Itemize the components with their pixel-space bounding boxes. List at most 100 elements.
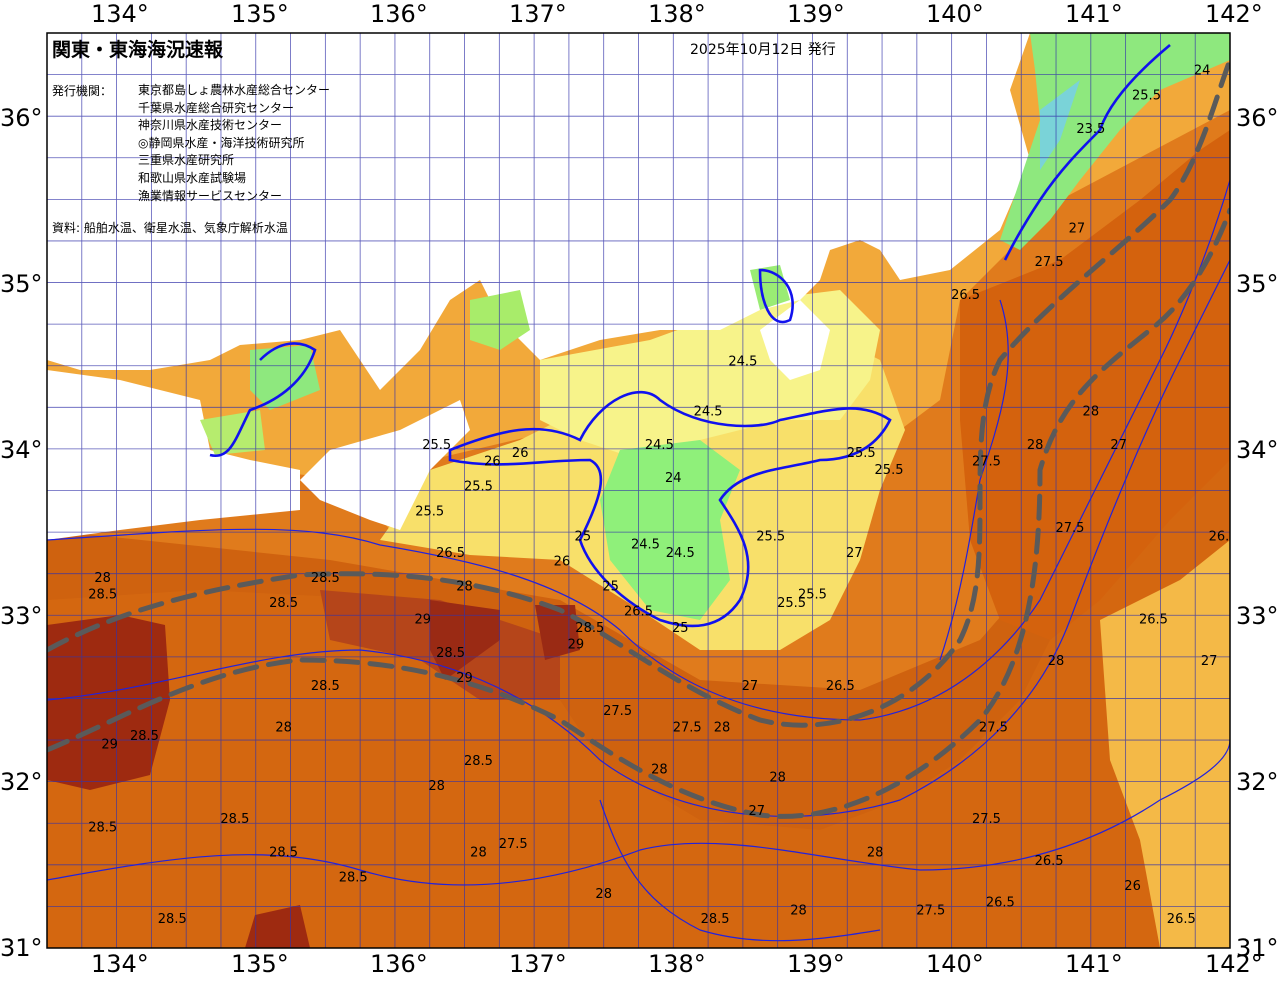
isotherm-label: 27 — [749, 804, 766, 819]
isotherm-label: 26.5 — [826, 679, 855, 694]
isotherm-label: 25.5 — [847, 446, 876, 461]
isotherm-label: 28 — [456, 579, 473, 594]
isotherm-label: 26 — [484, 455, 501, 470]
isotherm-label: 28.5 — [130, 729, 159, 744]
lat-label-right: 34° — [1236, 436, 1279, 464]
lat-label-left: 32° — [0, 768, 43, 796]
lat-label-left: 33° — [0, 602, 43, 630]
isotherm-label: 24.5 — [728, 355, 757, 370]
land-shikoku — [47, 370, 300, 540]
publisher-item: 三重県水産研究所 — [138, 153, 235, 168]
isotherm-label: 27.5 — [499, 837, 528, 852]
isotherm-label: 25.5 — [415, 504, 444, 519]
lon-label-bottom: 142° — [1205, 950, 1263, 978]
isotherm-label: 26 — [512, 446, 529, 461]
isotherm-label: 27.5 — [603, 704, 632, 719]
publisher-item: 和歌山県水産試験場 — [138, 170, 247, 185]
lat-label-left: 31° — [0, 934, 43, 962]
isotherm-label: 26.5 — [951, 288, 980, 303]
isotherm-label: 28.5 — [311, 679, 340, 694]
lon-label-top: 140° — [926, 0, 984, 28]
isotherm-label: 24.5 — [645, 438, 674, 453]
lat-label-left: 35° — [0, 270, 43, 298]
isotherm-label: 28.5 — [575, 621, 604, 636]
isotherm-label: 27 — [846, 546, 863, 561]
deep-red-mid — [430, 600, 500, 680]
isotherm-label: 28 — [94, 571, 111, 586]
isotherm-label: 27 — [742, 679, 759, 694]
isotherm-label: 25 — [575, 529, 592, 544]
isotherm-label: 28 — [595, 887, 612, 902]
lat-label-right: 31° — [1236, 934, 1279, 962]
isotherm-label: 26.5 — [1167, 912, 1196, 927]
issue-date: 2025年10月12日 発行 — [690, 42, 836, 58]
isotherm-label: 27.5 — [916, 904, 945, 919]
lon-label-bottom: 135° — [231, 950, 289, 978]
northeast-blue-water — [1040, 80, 1080, 170]
coordinate-grid — [47, 33, 1230, 948]
lat-label-right: 35° — [1236, 270, 1279, 298]
lat-label-right: 33° — [1236, 602, 1279, 630]
isotherm-label: 25.5 — [875, 463, 904, 478]
isotherm-label: 28.5 — [269, 846, 298, 861]
isotherm-label: 27 — [1201, 654, 1218, 669]
isotherm-label: 28.5 — [339, 870, 368, 885]
bay-green-2 — [250, 345, 320, 410]
green-eddy-zone — [600, 440, 740, 620]
lon-label-top: 137° — [509, 0, 567, 28]
hot-water-zone — [47, 160, 1230, 948]
lon-label-bottom: 141° — [1065, 950, 1123, 978]
bay-green-1 — [470, 290, 530, 350]
isotherm-label: 26.5 — [1035, 854, 1064, 869]
publisher-item: 東京都島しょ農林水産総合センター — [138, 83, 331, 97]
lon-label-bottom: 137° — [509, 950, 567, 978]
lon-label-bottom: 140° — [926, 950, 984, 978]
lat-label-right: 32° — [1236, 768, 1279, 796]
map-body: 24.524.524.52424.524.525252525.525.525.5… — [47, 33, 1230, 948]
lon-label-top: 134° — [91, 0, 149, 28]
isotherm-label: 26.5 — [624, 604, 653, 619]
temperature-labels: 24.524.524.52424.524.525252525.525.525.5… — [88, 64, 1230, 927]
lat-label-left: 36° — [0, 104, 43, 132]
isotherm-label: 28 — [867, 846, 884, 861]
isotherm-label: 28 — [769, 771, 786, 786]
isotherm-label: 25.5 — [756, 529, 785, 544]
isotherm-label: 29 — [456, 671, 473, 686]
isotherm-label: 27 — [1069, 222, 1086, 237]
front-boundary-lines — [209, 44, 1171, 628]
isotherm-label: 27 — [1110, 438, 1127, 453]
isotherm-label: 28.5 — [464, 754, 493, 769]
isotherm-label: 28 — [714, 721, 731, 736]
isotherm-label: 27.5 — [972, 455, 1001, 470]
east-pale-band — [1100, 540, 1230, 948]
northeast-coastal-water — [1000, 33, 1230, 250]
isotherm-label: 28 — [651, 762, 668, 777]
lon-label-bottom: 134° — [91, 950, 149, 978]
isotherm-label: 28.5 — [311, 571, 340, 586]
isotherm-label: 26 — [554, 554, 571, 569]
isotherm-label: 25 — [602, 579, 619, 594]
isotherm-label: 25.5 — [464, 480, 493, 495]
isotherm-label: 25 — [672, 621, 689, 636]
deep-red-west — [47, 615, 170, 790]
bay-green-4 — [200, 410, 265, 455]
data-source: 資料: 船舶水温、衛星水温、気象庁解析水温 — [52, 221, 288, 235]
deep-red-south — [245, 905, 310, 948]
isotherm-label: 28 — [1048, 654, 1065, 669]
map-title: 関東・東海海況速報 — [52, 39, 224, 61]
isotherm-label: 25.5 — [777, 596, 806, 611]
isotherm-label: 27.5 — [972, 812, 1001, 827]
lat-label-left: 34° — [0, 436, 43, 464]
lat-label-right: 36° — [1236, 104, 1279, 132]
lon-label-top: 138° — [648, 0, 706, 28]
isotherm-label: 24.5 — [631, 538, 660, 553]
isotherm-label: 24 — [665, 471, 682, 486]
isotherm-label: 25.5 — [1132, 89, 1161, 104]
isotherm-label: 25.5 — [798, 588, 827, 603]
isotherm-label: 29 — [568, 638, 585, 653]
isotherm-label: 24.5 — [694, 405, 723, 420]
lon-label-top: 142° — [1205, 0, 1263, 28]
east-core — [960, 130, 1230, 640]
